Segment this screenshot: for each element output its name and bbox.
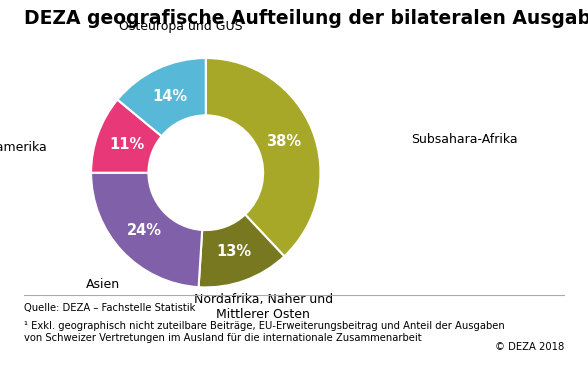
- Text: ¹ Exkl. geographisch nicht zuteilbare Beiträge, EU-Erweiterungsbeitrag und Antei: ¹ Exkl. geographisch nicht zuteilbare Be…: [24, 321, 505, 343]
- Text: Osteuropa und GUS: Osteuropa und GUS: [119, 20, 242, 33]
- Text: 38%: 38%: [266, 134, 301, 149]
- Text: 24%: 24%: [127, 222, 162, 237]
- Wedge shape: [91, 173, 202, 287]
- Text: Subsahara-Afrika: Subsahara-Afrika: [412, 133, 518, 146]
- Text: Nordafrika, Naher und
Mittlerer Osten: Nordafrika, Naher und Mittlerer Osten: [193, 293, 333, 321]
- Wedge shape: [206, 58, 320, 256]
- Text: Lateinamerika: Lateinamerika: [0, 141, 48, 154]
- Text: 13%: 13%: [216, 244, 252, 259]
- Text: © DEZA 2018: © DEZA 2018: [495, 342, 564, 352]
- Text: 14%: 14%: [153, 90, 188, 105]
- Wedge shape: [199, 215, 285, 287]
- Text: Asien: Asien: [85, 278, 119, 291]
- Text: Quelle: DEZA – Fachstelle Statistik: Quelle: DEZA – Fachstelle Statistik: [24, 303, 195, 313]
- Text: DEZA geografische Aufteilung der bilateralen Ausgaben 2017¹: DEZA geografische Aufteilung der bilater…: [24, 9, 588, 28]
- Text: 11%: 11%: [109, 137, 145, 152]
- Wedge shape: [91, 99, 162, 173]
- Wedge shape: [118, 58, 206, 136]
